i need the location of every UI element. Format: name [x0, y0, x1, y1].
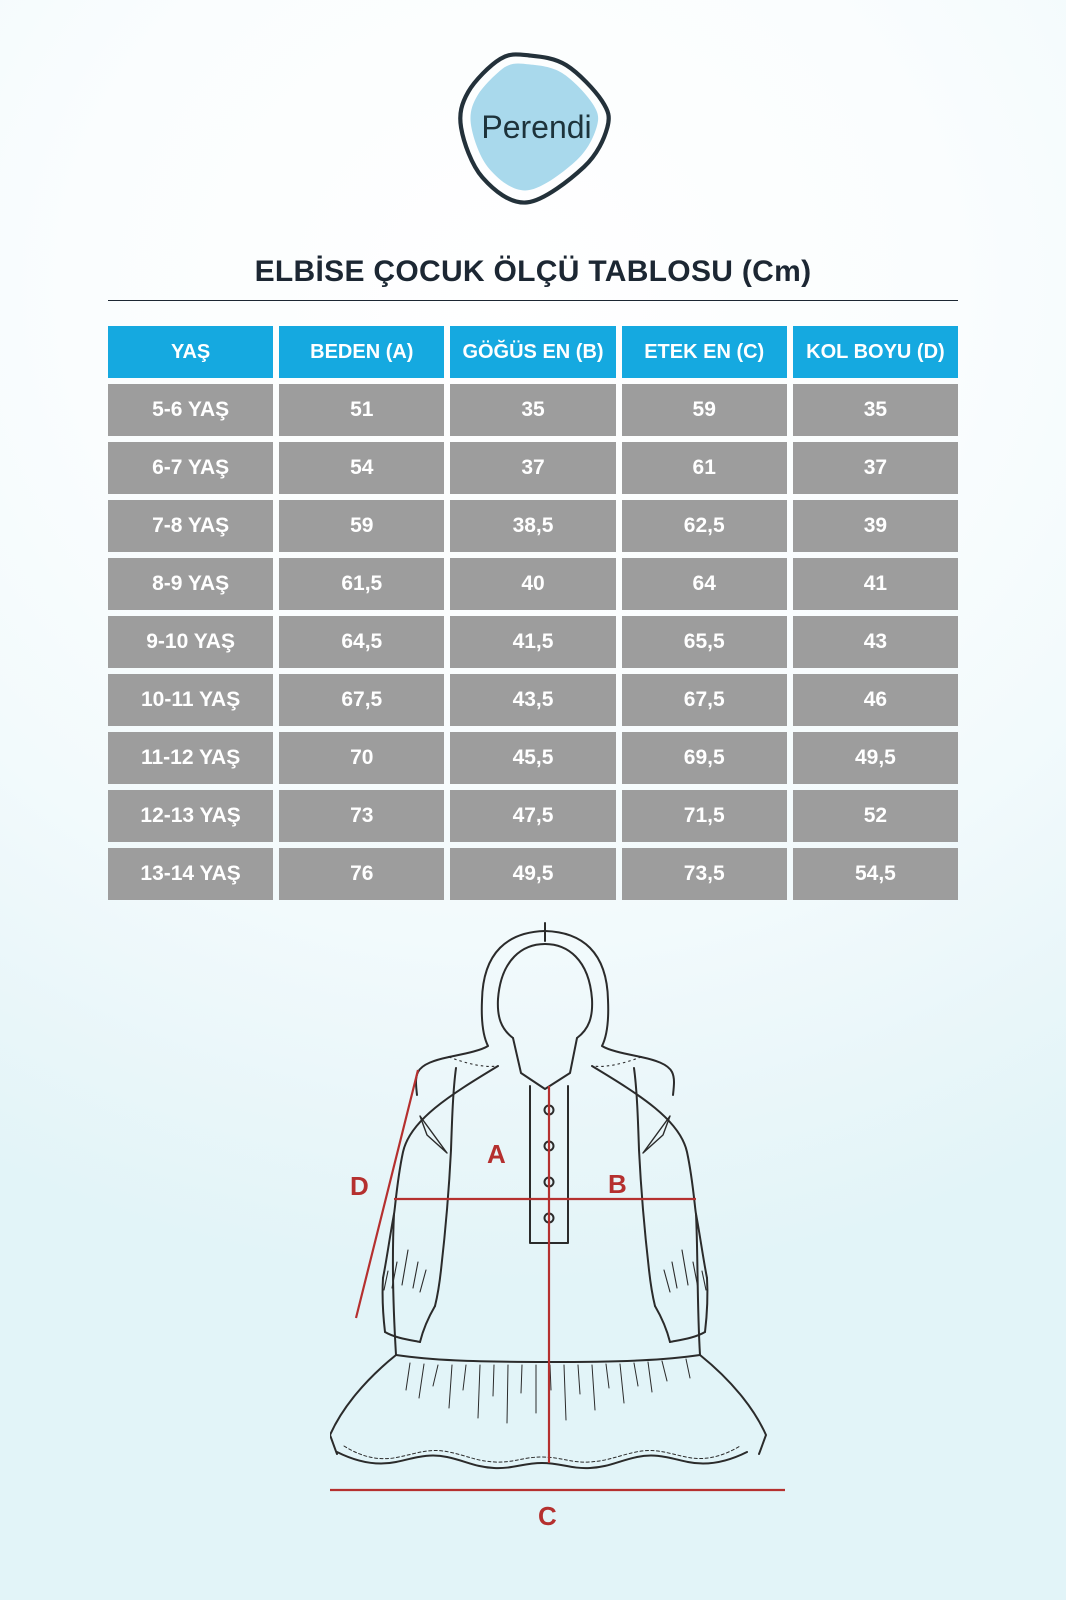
svg-text:B: B [608, 1169, 627, 1199]
svg-text:C: C [538, 1501, 557, 1531]
svg-text:A: A [487, 1139, 506, 1169]
svg-text:D: D [350, 1171, 369, 1201]
